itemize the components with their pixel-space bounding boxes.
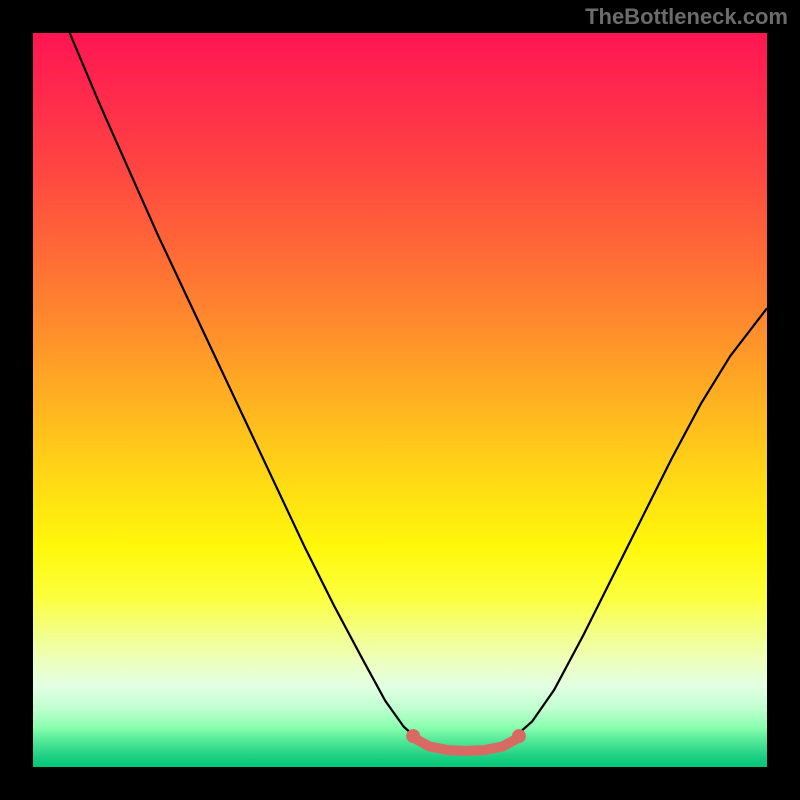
- chart-background: [33, 33, 767, 767]
- chart-svg: [33, 33, 767, 767]
- endpoint-marker: [406, 729, 420, 743]
- endpoint-marker: [512, 729, 526, 743]
- watermark-text: TheBottleneck.com: [585, 4, 788, 30]
- chart-plot-area: [33, 33, 767, 767]
